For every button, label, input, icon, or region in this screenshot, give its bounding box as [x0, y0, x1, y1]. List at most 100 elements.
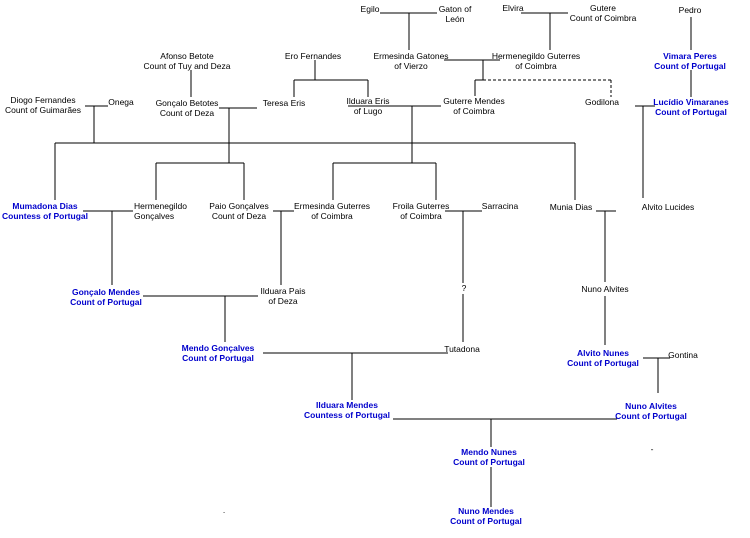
person-pedro: Pedro [679, 5, 702, 15]
person-title: of Deza [268, 296, 298, 306]
person-ilduara-eris: Ilduara Eris of Lugo [347, 96, 390, 116]
person-munia-dias: Munia Dias [550, 202, 593, 212]
person-name: Ermesinda Guterres [293, 201, 371, 211]
person-ilduara-pais: Ilduara Pais of Deza [261, 286, 306, 306]
person-nuno-alvites: Nuno Alvites [581, 284, 628, 294]
person-froila-guterres: Froila Guterres of Coimbra [393, 201, 450, 221]
person-name: Gutere [590, 3, 616, 13]
person-name: Pedro [678, 5, 702, 15]
person-title: Count of Portugal [615, 411, 687, 421]
person-egilo: Egilo [361, 4, 380, 14]
person-name: Ilduara Mendes [316, 400, 378, 410]
person-title: Count of Portugal [655, 107, 727, 117]
person-gaton: Gaton of León [439, 4, 472, 24]
person-title: Count of Guimarães [4, 105, 82, 115]
person-name: Vimara Peres [663, 51, 717, 61]
person-name: Munia Dias [549, 202, 593, 212]
person-name: Alvito Lucides [641, 202, 695, 212]
person-name: Mumadona Dias [12, 201, 78, 211]
stray-dot-mark: . [222, 505, 226, 515]
person-name: Nuno Mendes [458, 506, 514, 516]
person-title: Count of Portugal [182, 353, 254, 363]
person-title: Count of Coimbra [569, 13, 637, 23]
person-elvira: Elvira [502, 3, 523, 13]
person-name: Tutadona [444, 344, 480, 354]
person-title: of Coimbra [453, 106, 495, 116]
person-name: Gonçalo Mendes [71, 287, 141, 297]
person-title: Gonçalves [134, 211, 175, 221]
person-name: Gaton of [438, 4, 472, 14]
person-guterre-mendes: Guterre Mendes of Coimbra [443, 96, 504, 116]
person-afonso-betote: Afonso Betote Count of Tuy and Deza [144, 51, 231, 71]
person-mendo-goncalves: Mendo Gonçalves Count of Portugal [182, 343, 255, 363]
person-name: Afonso Betote [160, 51, 214, 61]
person-onega: Onega [108, 97, 134, 107]
stray-dash-mark: - [650, 444, 654, 454]
person-teresa-eris: Teresa Eris [263, 98, 306, 108]
person-name: Nuno Alvites [581, 284, 629, 294]
person-paio-goncalves: Paio Gonçalves Count of Deza [209, 201, 269, 221]
person-title: León [445, 14, 465, 24]
person-name: Ilduara Pais [260, 286, 306, 296]
person-ilduara-mendes: Ilduara Mendes Countess of Portugal [304, 400, 390, 420]
person-goncalo-betotes: Gonçalo Betotes Count of Deza [156, 98, 219, 118]
person-name: Sarracina [481, 201, 519, 211]
person-ero-fernandes: Ero Fernandes [285, 51, 341, 61]
person-gontina: Gontina [668, 350, 698, 360]
person-name: Paio Gonçalves [209, 201, 269, 211]
person-diogo-fernandes: Diogo Fernandes Count of Guimarães [5, 95, 81, 115]
person-title: Count of Portugal [654, 61, 726, 71]
person-name: Diogo Fernandes [10, 95, 76, 105]
person-name: Nuno Alvites [625, 401, 677, 411]
person-title: Count of Portugal [70, 297, 142, 307]
person-name: Hermenegildo [134, 201, 187, 211]
person-title: of Coimbra [515, 61, 557, 71]
person-name: Elvira [502, 3, 524, 13]
person-lucidio-vimaranes: Lucídio Vimaranes Count of Portugal [653, 97, 728, 117]
person-nuno-alvites-count: Nuno Alvites Count of Portugal [615, 401, 687, 421]
person-hermenegildo-guterres: Hermenegildo Guterres of Coimbra [492, 51, 580, 71]
person-name: Mendo Gonçalves [181, 343, 255, 353]
person-title: of Vierzo [394, 61, 428, 71]
person-alvito-lucides: Alvito Lucides [642, 202, 694, 212]
person-title: Count of Portugal [450, 516, 522, 526]
person-name: ? [461, 283, 467, 293]
person-name: Froila Guterres [392, 201, 450, 211]
person-title: Countess of Portugal [304, 410, 390, 420]
person-name: Teresa Eris [262, 98, 306, 108]
person-ermesinda-gatones: Ermesinda Gatones of Vierzo [373, 51, 448, 71]
person-name: Gonçalo Betotes [155, 98, 219, 108]
person-title: Count of Portugal [567, 358, 639, 368]
person-vimara-peres: Vimara Peres Count of Portugal [654, 51, 726, 71]
person-name: Mendo Nunes [461, 447, 517, 457]
person-name: Ero Fernandes [284, 51, 342, 61]
person-title: of Lugo [353, 106, 383, 116]
person-name: Hermenegildo Guterres [491, 51, 581, 61]
person-title: of Coimbra [311, 211, 353, 221]
person-title: of Coimbra [400, 211, 442, 221]
person-godilona: Godilona [585, 97, 619, 107]
person-tutadona: Tutadona [444, 344, 480, 354]
person-title: Countess of Portugal [2, 211, 88, 221]
person-mumadona-dias: Mumadona Dias Countess of Portugal [2, 201, 88, 221]
person-goncalo-mendes: Gonçalo Mendes Count of Portugal [70, 287, 142, 307]
person-title: Count of Deza [159, 108, 215, 118]
person-name: Lucídio Vimaranes [653, 97, 729, 107]
person-title: Count of Portugal [453, 457, 525, 467]
person-name: Guterre Mendes [443, 96, 505, 106]
person-name: Ermesinda Gatones [373, 51, 449, 61]
person-name: Godilona [584, 97, 620, 107]
person-name: Onega [108, 97, 134, 107]
person-name: Alvito Nunes [577, 348, 629, 358]
person-title: Count of Deza [211, 211, 267, 221]
person-hermenegildo-goncalves: Hermenegildo Gonçalves [134, 201, 187, 221]
person-mendo-nunes: Mendo Nunes Count of Portugal [453, 447, 525, 467]
person-ermesinda-guterres: Ermesinda Guterres of Coimbra [294, 201, 370, 221]
person-nuno-mendes: Nuno Mendes Count of Portugal [450, 506, 522, 526]
person-name: Ilduara Eris [346, 96, 390, 106]
person-title: Count of Tuy and Deza [143, 61, 231, 71]
person-sarracina: Sarracina [482, 201, 518, 211]
person-gutere: Gutere Count of Coimbra [570, 3, 637, 23]
